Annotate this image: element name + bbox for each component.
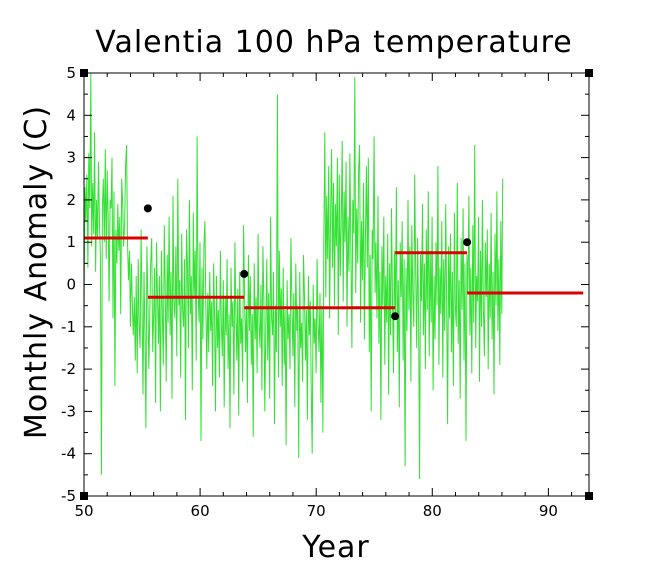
x-tick-label: 60: [191, 502, 210, 520]
y-tick-label: -4: [61, 445, 76, 463]
y-tick-label: 5: [66, 64, 76, 82]
x-tick-label: 70: [307, 502, 326, 520]
y-tick-label: 3: [66, 149, 76, 167]
y-tick-label: 0: [66, 276, 76, 294]
y-tick-label: 2: [66, 191, 76, 209]
breakpoint-marker-4: [463, 238, 472, 247]
series-line-monthly-anomaly: [83, 72, 504, 480]
breakpoint-marker-3: [391, 312, 400, 321]
y-tick-label: -2: [61, 360, 76, 378]
axis-ticks: 50 60 70 80 90 -5 -4 -3 -2 -1 0 1 2 3 4 5: [61, 64, 593, 520]
y-axis-label: Monthly Anomaly (C): [19, 105, 54, 439]
y-tick-label: -1: [61, 318, 76, 336]
x-axis-label: Year: [301, 530, 370, 565]
x-tick-label: 90: [539, 502, 558, 520]
y-tick-label: -3: [61, 402, 76, 420]
breakpoint-marker-2: [240, 269, 249, 278]
breakpoint-marker-1: [143, 204, 152, 213]
y-tick-label: 1: [66, 233, 76, 251]
y-tick-label: -5: [61, 487, 76, 505]
plot-area: [83, 72, 584, 480]
x-tick-label: 80: [423, 502, 442, 520]
chart-title: Valentia 100 hPa temperature: [95, 25, 572, 60]
y-tick-label: 4: [66, 106, 76, 124]
x-tick-label: 50: [74, 502, 93, 520]
